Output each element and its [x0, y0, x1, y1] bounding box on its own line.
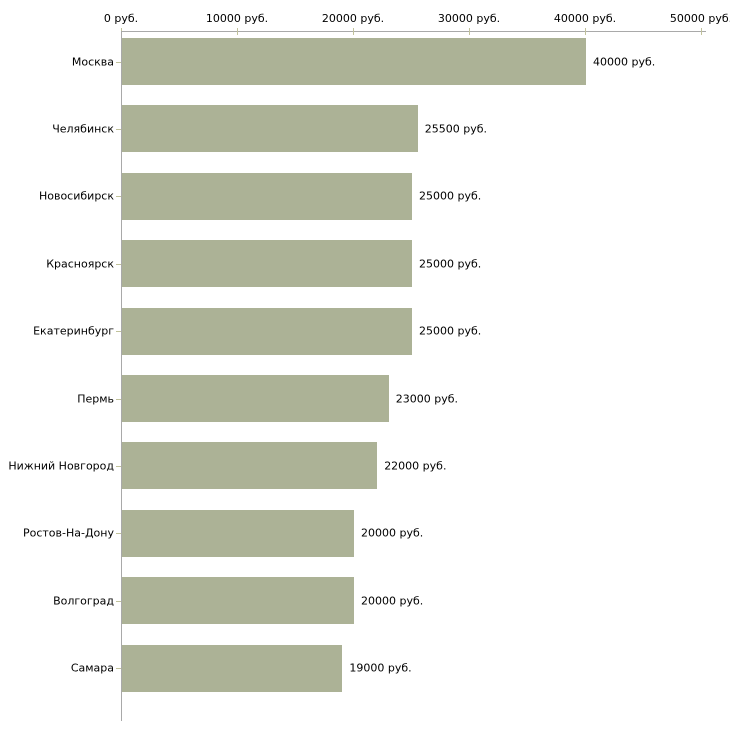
- category-tick-mark: [116, 399, 121, 400]
- category-label: Екатеринбург: [33, 324, 114, 338]
- x-axis-tick-mark: [469, 28, 470, 35]
- category-label: Челябинск: [52, 122, 114, 136]
- value-label: 20000 руб.: [361, 594, 424, 608]
- x-axis-line: [121, 31, 706, 32]
- category-label: Красноярск: [46, 257, 114, 271]
- x-axis-tick-label: 10000 руб.: [205, 12, 269, 25]
- value-label: 25500 руб.: [424, 122, 488, 136]
- x-axis-tick-label: 40000 руб.: [553, 12, 617, 25]
- category-label: Нижний Новгород: [8, 459, 114, 473]
- bar: [122, 105, 418, 153]
- bar: [122, 172, 412, 220]
- value-label: 20000 руб.: [361, 526, 424, 540]
- category-label: Пермь: [77, 392, 114, 405]
- x-axis-tick-mark: [701, 28, 702, 35]
- value-label: 22000 руб.: [384, 459, 447, 473]
- value-label: 40000 руб.: [593, 55, 656, 68]
- y-axis-line: [121, 31, 122, 721]
- category-tick-mark: [116, 196, 121, 197]
- bar: [122, 509, 354, 557]
- x-axis-tick-label: 50000 руб.: [669, 12, 730, 25]
- value-label: 25000 руб.: [419, 324, 482, 338]
- x-axis-tick-mark: [585, 28, 586, 35]
- category-tick-mark: [116, 331, 121, 332]
- category-label: Волгоград: [53, 594, 114, 608]
- value-label: 25000 руб.: [419, 189, 482, 203]
- bar: [122, 442, 378, 490]
- category-tick-mark: [116, 264, 121, 265]
- x-axis-tick-label: 0 руб.: [103, 12, 139, 25]
- value-label: 23000 руб.: [395, 392, 459, 405]
- x-axis-tick-label: 20000 руб.: [321, 12, 385, 25]
- x-axis-tick-mark: [353, 28, 354, 35]
- value-label: 25000 руб.: [419, 257, 482, 271]
- x-axis-tick-label: 30000 руб.: [437, 12, 501, 25]
- category-tick-mark: [116, 668, 121, 669]
- category-tick-mark: [116, 129, 121, 130]
- x-axis-tick-mark: [237, 28, 238, 35]
- bar: [122, 240, 412, 288]
- category-tick-mark: [116, 62, 121, 63]
- bar: [122, 577, 354, 625]
- bar: [122, 38, 586, 85]
- bar: [122, 307, 412, 355]
- bar: [122, 375, 389, 422]
- category-label: Ростов-На-Дону: [22, 526, 114, 540]
- category-label: Москва: [71, 55, 114, 68]
- category-tick-mark: [116, 466, 121, 467]
- value-label: 19000 руб.: [349, 661, 412, 675]
- category-tick-mark: [116, 601, 121, 602]
- category-tick-mark: [116, 533, 121, 534]
- category-label: Самара: [70, 661, 114, 675]
- bar: [122, 644, 343, 692]
- category-label: Новосибирск: [38, 189, 114, 203]
